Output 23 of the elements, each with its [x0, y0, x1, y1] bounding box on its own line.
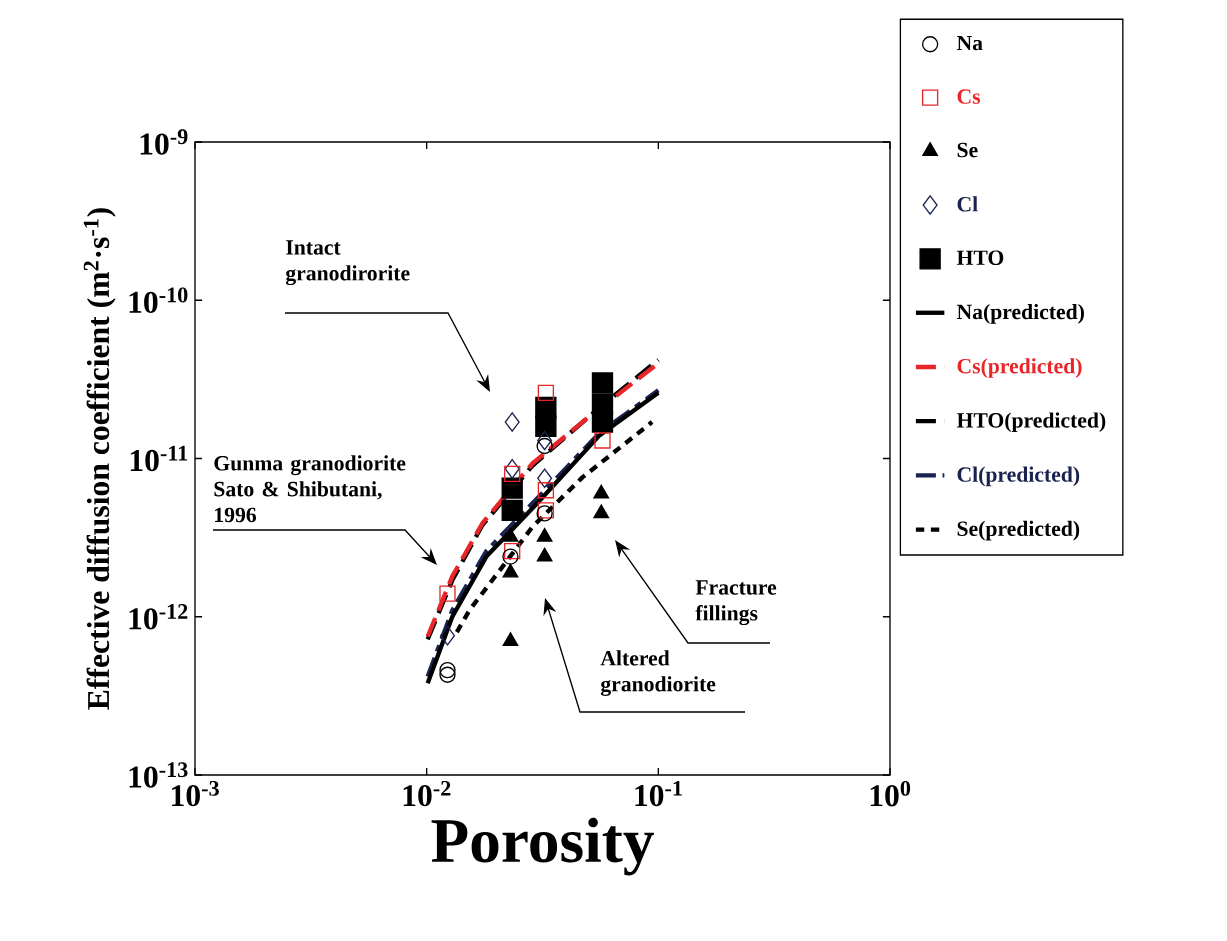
x-tick-label: 10$^{-2}$ [403, 780, 451, 807]
annotation: Gunma granodiorite Sato & Shibutani, 1996 [214, 455, 406, 523]
x-tick-label: 10$^{-1}$ [635, 780, 682, 807]
y-tick-label: 10$^{-12}$ [129, 604, 188, 630]
y-tick-label: 10$^{-11}$ [130, 445, 188, 472]
y-axis-title: Effective diffusion coefficient (m$^{2}$·s$^{-1}$) [83, 208, 116, 710]
legend-label: Cs [957, 89, 981, 104]
y-tick-label: 10$^{-9}$ [140, 129, 188, 155]
legend-label: Se(predicted) [957, 520, 1080, 541]
legend-label: Se [957, 142, 978, 158]
annotation: Fracture fillings [695, 580, 777, 626]
legend-label: HTO(predicted) [956, 412, 1106, 433]
legend-label: HTO [956, 250, 1004, 266]
legend-label: Cl [957, 196, 978, 212]
legend-label: Na [956, 35, 983, 51]
annotation: Intact granodirorite [285, 240, 410, 286]
legend-label: Na(predicted) [956, 304, 1084, 324]
legend-label: Cl(predicted) [957, 466, 1080, 487]
x-axis-title: Porosity [431, 817, 654, 876]
legend-label: Cs(predicted) [957, 358, 1082, 378]
annotation: Altered granodiorite [600, 650, 716, 696]
x-tick-label: 10$^{0}$ [870, 780, 911, 807]
y-tick-label: 10$^{-10}$ [129, 287, 188, 314]
